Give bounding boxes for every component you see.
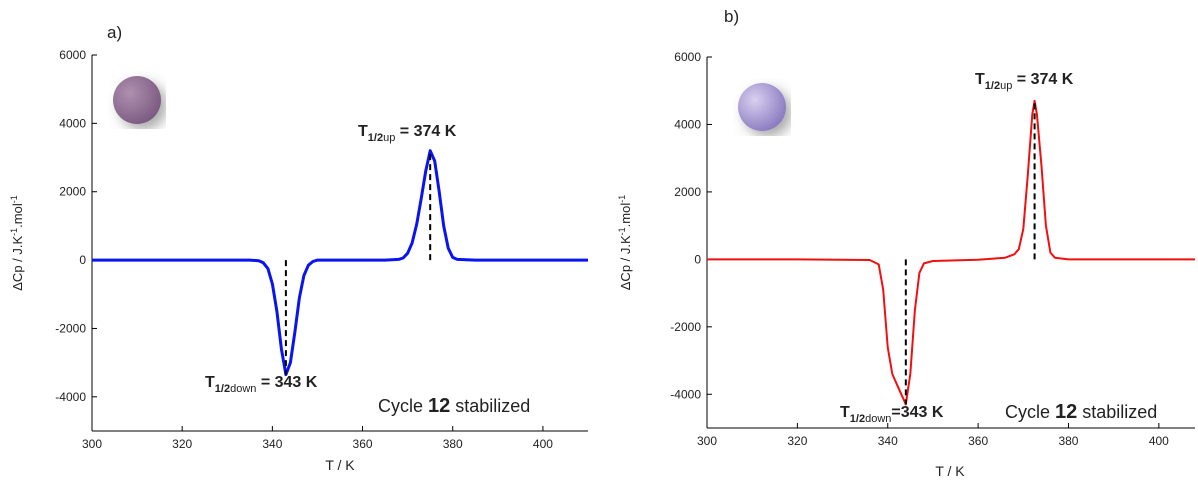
y-tick-label: -4000 — [670, 387, 701, 401]
y-tick-label: 0 — [79, 253, 86, 267]
annotation-sub: 1/2 — [850, 413, 865, 425]
sample-image — [738, 83, 786, 131]
y-tick-label: 2000 — [59, 185, 86, 199]
y-axis-label: ΔCp / J.K-1.mol-1 — [9, 195, 25, 291]
annotation-base: T — [975, 71, 985, 88]
x-tick-label: 340 — [262, 437, 282, 451]
annotation-sub: up — [383, 132, 395, 144]
note-part: Cycle — [378, 396, 428, 416]
y-label-part: ΔCp / J.K — [618, 235, 633, 290]
x-tick-label: 300 — [697, 434, 717, 448]
x-tick-label: 380 — [1058, 434, 1078, 448]
annotation-base: T — [358, 123, 368, 140]
y-tick-label: 2000 — [674, 185, 701, 199]
note-part: 12 — [428, 395, 450, 417]
annotation-text: = 374 K — [395, 123, 456, 140]
y-label-part: -1 — [617, 227, 627, 235]
y-tick-label: 6000 — [59, 48, 86, 62]
x-tick-label: 360 — [353, 437, 373, 451]
note-part: Cycle — [1005, 402, 1055, 422]
panel-label: b) — [724, 7, 739, 26]
peak-annotation: T1/2up = 374 K — [358, 123, 457, 144]
annotation-sub: 1/2 — [215, 383, 230, 395]
annotation-sub: up — [1000, 80, 1012, 92]
y-label-part: -1 — [9, 228, 19, 236]
annotation-sub: down — [865, 413, 891, 425]
annotation-text: = 374 K — [1012, 71, 1073, 88]
x-tick-label: 380 — [443, 437, 463, 451]
note-part: 12 — [1055, 401, 1077, 423]
y-tick-label: 4000 — [674, 117, 701, 131]
x-tick-label: 400 — [533, 437, 553, 451]
y-label-part: .mol — [618, 203, 633, 228]
annotation-sub: 1/2 — [368, 132, 383, 144]
data-line — [92, 149, 588, 377]
y-tick-label: -2000 — [670, 320, 701, 334]
y-label-part: ΔCp / J.K — [10, 236, 25, 291]
x-tick-label: 400 — [1149, 434, 1169, 448]
panel-label: a) — [107, 23, 122, 42]
peak-annotation: T1/2down = 343 K — [205, 374, 318, 395]
peak-annotation: T1/2up = 374 K — [975, 71, 1074, 92]
sample-image — [113, 76, 161, 124]
y-label-part: -1 — [617, 195, 627, 203]
annotation-text: =343 K — [891, 404, 943, 421]
data-line — [707, 99, 1195, 406]
cycle-note: Cycle 12 stabilized — [378, 395, 530, 417]
y-tick-label: 6000 — [674, 50, 701, 64]
x-tick-label: 320 — [172, 437, 192, 451]
x-tick-label: 320 — [787, 434, 807, 448]
y-tick-label: 4000 — [59, 116, 86, 130]
annotation-base: T — [840, 404, 850, 421]
y-label-part: -1 — [9, 195, 19, 203]
cycle-note: Cycle 12 stabilized — [1005, 401, 1157, 423]
annotation-text: = 343 K — [256, 374, 317, 391]
x-tick-label: 340 — [878, 434, 898, 448]
y-axis-label: ΔCp / J.K-1.mol-1 — [617, 195, 633, 291]
annotation-base: T — [205, 374, 215, 391]
note-part: stabilized — [1077, 402, 1157, 422]
annotation-sub: 1/2 — [985, 80, 1000, 92]
y-tick-label: 0 — [694, 252, 701, 266]
y-tick-label: -4000 — [55, 390, 86, 404]
y-tick-label: -2000 — [55, 321, 86, 335]
y-label-part: .mol — [10, 203, 25, 228]
note-part: stabilized — [450, 396, 530, 416]
x-tick-label: 300 — [82, 437, 102, 451]
x-axis-label: T / K — [325, 457, 355, 473]
annotation-sub: down — [230, 383, 256, 395]
x-axis-label: T / K — [935, 463, 965, 479]
peak-annotation: T1/2down=343 K — [840, 404, 944, 425]
x-tick-label: 360 — [968, 434, 988, 448]
